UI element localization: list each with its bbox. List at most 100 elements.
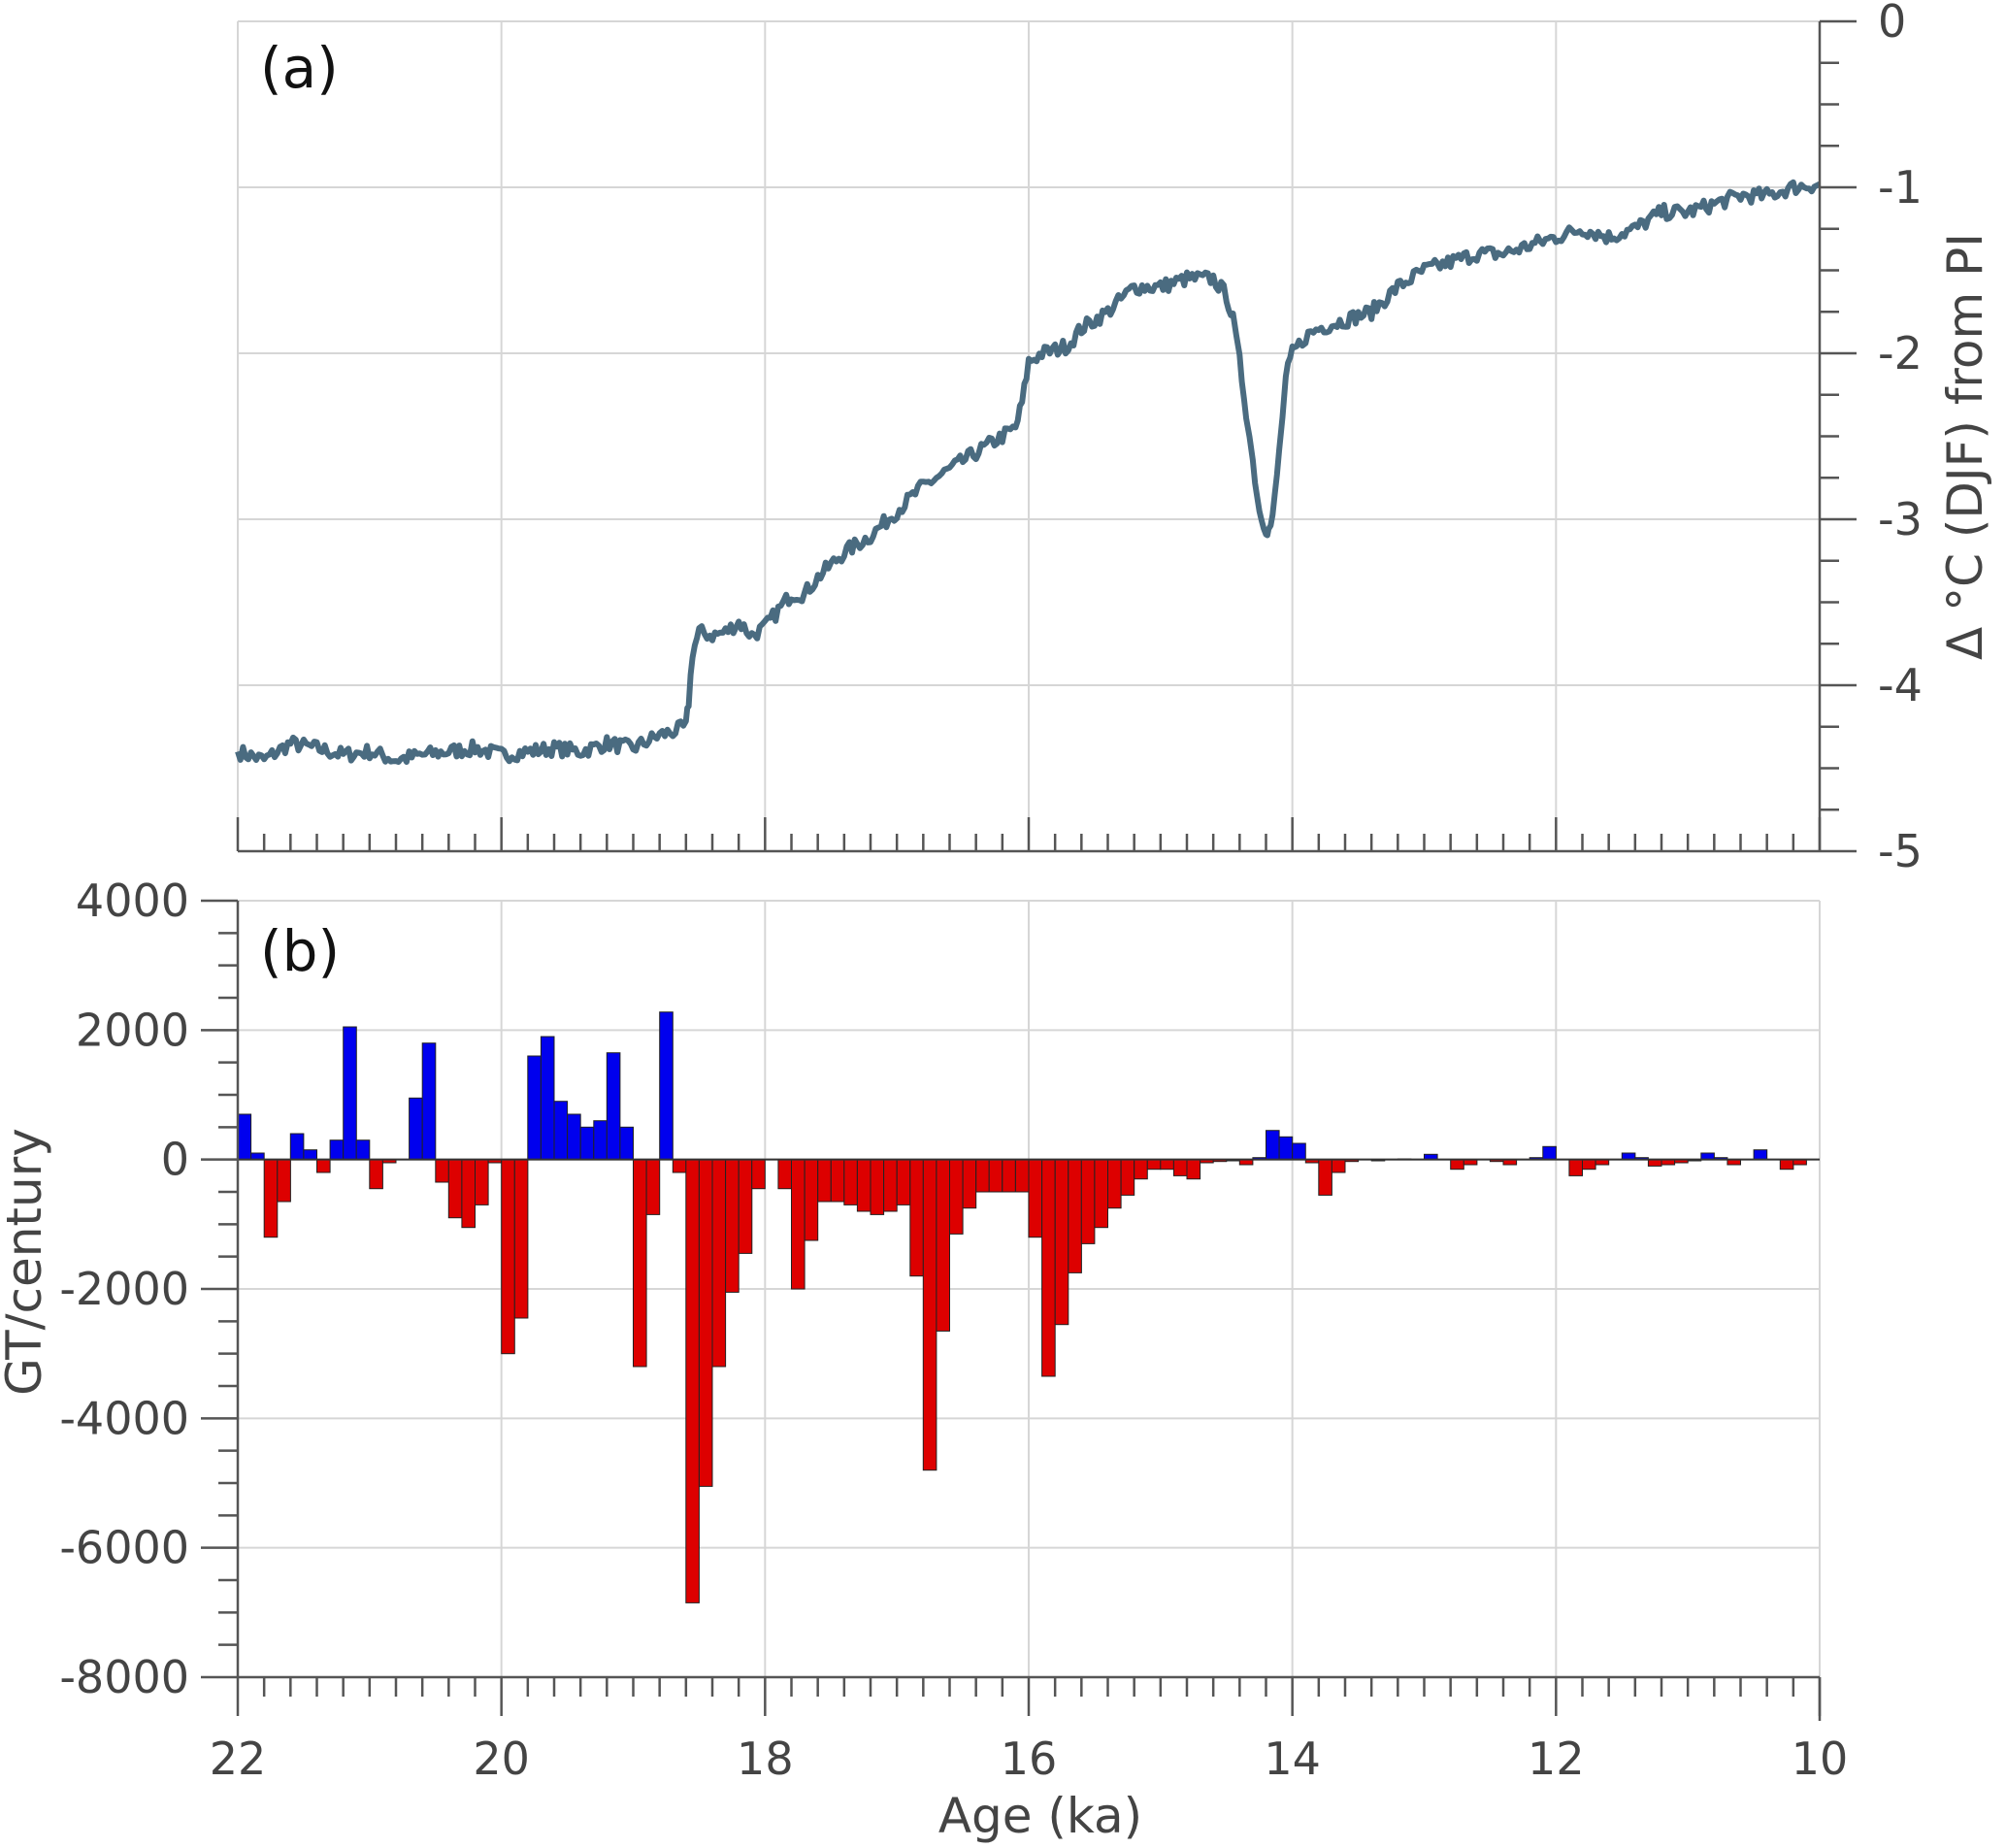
- negative-bar: [883, 1159, 898, 1212]
- panel-a-y-tick-label: -1: [1878, 161, 1923, 214]
- negative-bar: [645, 1159, 661, 1215]
- panel-a-axes: [236, 19, 1857, 853]
- positive-bar: [1266, 1130, 1280, 1161]
- panel-b-label: (b): [260, 918, 340, 984]
- negative-bar: [896, 1159, 911, 1205]
- positive-bar: [329, 1139, 345, 1161]
- panel-a-y-tick-label: -4: [1878, 659, 1923, 711]
- positive-bar: [1292, 1142, 1306, 1161]
- panel-a-y-axis-title: Δ °C (DJF) from PI: [1937, 233, 1993, 660]
- x-tick-label: 22: [210, 1732, 267, 1785]
- negative-bar: [1028, 1159, 1043, 1238]
- negative-bar: [870, 1159, 885, 1215]
- negative-bar: [1331, 1159, 1346, 1173]
- negative-bar: [725, 1159, 740, 1293]
- negative-bar: [1146, 1159, 1162, 1171]
- negative-bar: [936, 1159, 951, 1332]
- panel-b-y-tick-label: -8000: [59, 1651, 189, 1703]
- negative-bar: [1068, 1159, 1082, 1273]
- negative-bar: [1120, 1159, 1135, 1196]
- negative-bar: [1014, 1159, 1030, 1193]
- panel-b-axes: [201, 899, 1822, 1721]
- negative-bar: [369, 1159, 383, 1190]
- negative-bar: [633, 1159, 647, 1368]
- positive-bar: [355, 1139, 371, 1161]
- negative-bar: [738, 1159, 753, 1254]
- negative-bar: [804, 1159, 819, 1241]
- negative-bar: [513, 1159, 529, 1319]
- negative-bar: [447, 1159, 463, 1219]
- panel-b-y-tick-label: -2000: [59, 1263, 189, 1315]
- positive-bar: [289, 1133, 305, 1161]
- positive-bar: [343, 1026, 357, 1161]
- panel-a-y-tick-label: -3: [1878, 493, 1923, 545]
- negative-bar: [461, 1159, 476, 1229]
- negative-bar: [843, 1159, 858, 1205]
- panel-a-label: (a): [260, 35, 339, 101]
- panel-a-y-tick-label: 0: [1878, 0, 1906, 48]
- positive-bar: [567, 1113, 581, 1161]
- panel-a-temperature-chart: 0 -1 -2 -3 -4 -5 (a) Δ °C (DJF) from PI: [235, 0, 1993, 877]
- panel-a-gridlines: [237, 20, 1821, 852]
- negative-bar: [817, 1159, 832, 1203]
- negative-bar: [277, 1159, 291, 1203]
- x-tick-label: 10: [1792, 1732, 1849, 1785]
- positive-bar: [553, 1101, 569, 1161]
- x-tick-label: 18: [737, 1732, 794, 1785]
- panel-a-y-tick-label: -5: [1878, 825, 1923, 877]
- negative-bar: [1186, 1159, 1201, 1180]
- positive-bar: [409, 1097, 423, 1161]
- negative-bar: [1002, 1159, 1016, 1193]
- panel-b-y-tick-label: 4000: [76, 874, 189, 927]
- panel-b-mass-flux-chart: 4000 2000 0 -2000 -4000 -6000 -8000 22 20 18 16 14…: [0, 874, 1848, 1844]
- negative-bar: [909, 1159, 924, 1277]
- positive-bar: [1278, 1136, 1294, 1161]
- negative-bar: [316, 1159, 331, 1173]
- x-tick-label: 12: [1528, 1732, 1585, 1785]
- negative-bar: [777, 1159, 793, 1190]
- negative-bar: [1054, 1159, 1069, 1326]
- positive-bar: [421, 1042, 437, 1161]
- negative-bar: [711, 1159, 727, 1368]
- temperature-line: [235, 179, 1822, 765]
- negative-bar: [1568, 1159, 1584, 1176]
- negative-bar: [830, 1159, 845, 1203]
- negative-bar: [949, 1159, 964, 1235]
- negative-bar: [475, 1159, 489, 1205]
- x-tick-label: 14: [1264, 1732, 1321, 1785]
- negative-bar: [685, 1159, 700, 1603]
- mass-flux-bars: [237, 1011, 1820, 1603]
- panel-b-y-tick-label: -4000: [59, 1392, 189, 1444]
- panel-b-y-tick-labels: 4000 2000 0 -2000 -4000 -6000 -8000: [59, 874, 189, 1703]
- positive-bar: [659, 1011, 674, 1161]
- negative-bar: [435, 1159, 449, 1183]
- negative-bar: [1160, 1159, 1174, 1171]
- positive-bar: [619, 1126, 635, 1161]
- positive-bar: [1753, 1149, 1768, 1161]
- x-tick-labels: 22 20 18 16 14 12 10: [210, 1732, 1849, 1785]
- negative-bar: [1647, 1159, 1662, 1167]
- negative-bar: [1779, 1159, 1794, 1171]
- panel-b-y-axis-title: GT/century: [0, 1128, 52, 1396]
- positive-bar: [579, 1126, 595, 1161]
- positive-bar: [303, 1149, 317, 1161]
- x-tick-label: 20: [473, 1732, 530, 1785]
- negative-bar: [988, 1159, 1003, 1193]
- negative-bar: [1450, 1159, 1464, 1171]
- negative-bar: [1107, 1159, 1122, 1209]
- negative-bar: [501, 1159, 515, 1355]
- positive-bar: [540, 1036, 555, 1161]
- negative-bar: [791, 1159, 806, 1290]
- negative-bar: [1318, 1159, 1332, 1196]
- negative-bar: [1041, 1159, 1056, 1377]
- positive-bar: [237, 1113, 252, 1161]
- panel-b-y-tick-label: -6000: [59, 1522, 189, 1574]
- negative-bar: [672, 1159, 687, 1173]
- positive-bar: [606, 1052, 621, 1161]
- negative-bar: [856, 1159, 871, 1212]
- negative-bar: [1094, 1159, 1109, 1229]
- panel-a-y-tick-label: -2: [1878, 327, 1923, 380]
- negative-bar: [975, 1159, 990, 1193]
- negative-bar: [1582, 1159, 1596, 1171]
